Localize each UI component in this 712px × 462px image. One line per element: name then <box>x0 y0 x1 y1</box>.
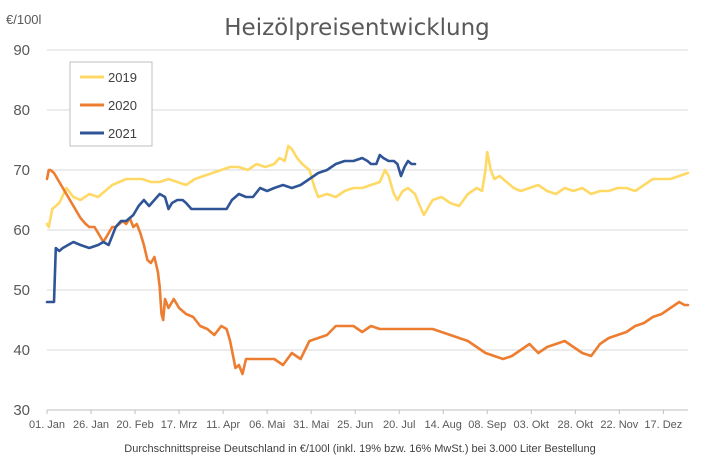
y-tick-label: 90 <box>13 42 30 59</box>
y-tick-label: 60 <box>13 222 30 239</box>
x-tick-label: 08. Sep <box>468 419 506 431</box>
series-lines <box>45 144 690 376</box>
y-tick-label: 30 <box>13 402 30 419</box>
x-tick-label: 25. Jun <box>337 419 373 431</box>
gridlines <box>47 49 688 411</box>
legend-label: 2019 <box>108 70 137 85</box>
x-tick-label: 06. Mai <box>249 419 285 431</box>
legend: 2019 2020 2021 <box>69 61 153 147</box>
x-tick-label: 17. Dez <box>644 419 682 431</box>
y-tick-label: 80 <box>13 102 30 119</box>
series-line-2019 <box>45 144 690 229</box>
y-tick-label: 50 <box>13 282 30 299</box>
x-tick-label: 14. Aug <box>425 419 462 431</box>
x-tick-label: 20. Jul <box>383 419 415 431</box>
chart-caption: Durchschnittspreise Deutschland in €/100… <box>124 443 595 455</box>
x-axis-ticks: 01. Jan 26. Jan 20. Feb 17. Mrz 11. Apr 06. M… <box>29 409 688 431</box>
x-tick-label: 03. Okt <box>514 419 549 431</box>
legend-label: 2021 <box>108 126 137 141</box>
x-tick-label: 11. Apr <box>206 419 240 431</box>
y-tick-label: 40 <box>13 342 30 359</box>
chart-title: Heizölpreisentwicklung <box>224 15 490 41</box>
y-axis-ticks: 30 40 50 60 70 80 90 <box>13 42 30 419</box>
y-tick-label: 70 <box>13 162 30 179</box>
x-tick-label: 22. Nov <box>600 419 638 431</box>
x-tick-label: 20. Feb <box>116 419 153 431</box>
series-line-2021 <box>45 153 417 304</box>
x-tick-label: 28. Okt <box>558 419 593 431</box>
x-tick-label: 17. Mrz <box>161 419 198 431</box>
legend-label: 2020 <box>108 98 137 113</box>
y-axis-unit-label: €/100l <box>6 12 42 27</box>
x-tick-label: 26. Jan <box>73 419 109 431</box>
x-tick-label: 31. Mai <box>293 419 329 431</box>
x-tick-label: 01. Jan <box>29 419 65 431</box>
